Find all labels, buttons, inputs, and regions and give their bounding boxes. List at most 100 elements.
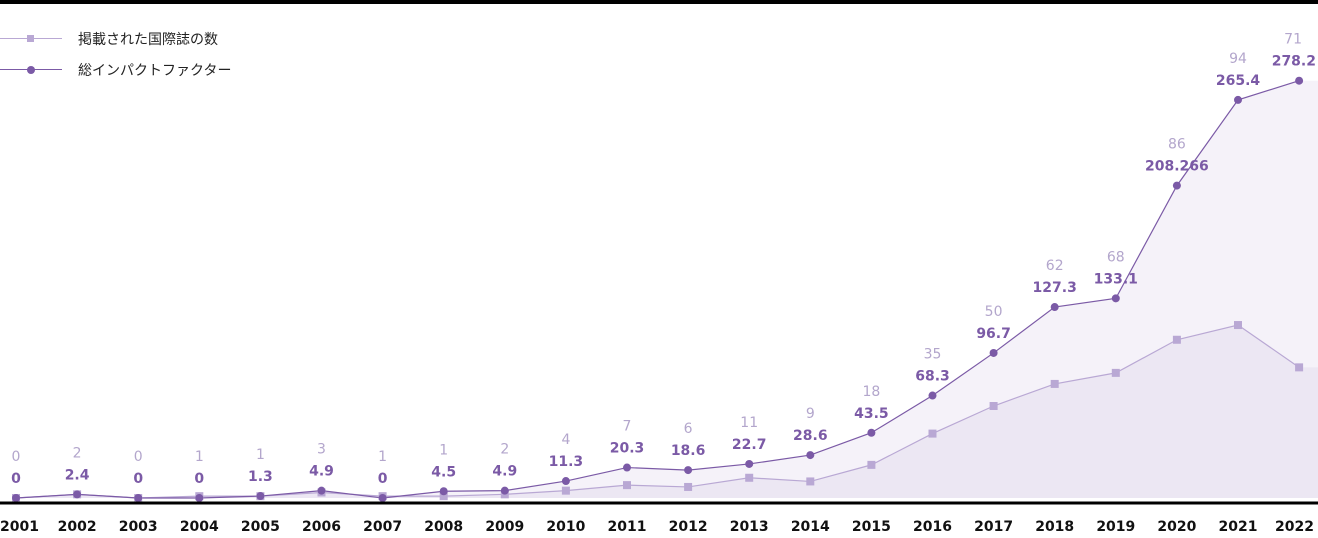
x-tick-label: 2011 [608, 519, 647, 535]
journal-count-point [806, 477, 815, 486]
impact-factor-data-label: 0 [194, 471, 204, 487]
impact-factor-data-label: 68.3 [915, 369, 950, 385]
journal-count-data-label: 1 [439, 442, 448, 458]
impact-factor-data-label: 96.7 [976, 326, 1011, 342]
impact-factor-point [1234, 95, 1242, 104]
journal-count-point [745, 473, 754, 482]
x-tick-label: 2021 [1219, 519, 1258, 535]
impact-factor-data-label: 4.5 [431, 464, 456, 480]
impact-factor-data-label: 43.5 [854, 406, 889, 422]
impact-factor-data-label: 0 [11, 471, 21, 487]
x-tick-label: 2020 [1157, 519, 1196, 535]
journal-count-point [928, 429, 937, 438]
x-tick-label: 2010 [546, 519, 585, 535]
journal-count-data-label: 3 [317, 442, 326, 458]
impact-factor-point [561, 477, 570, 486]
impact-factor-data-label: 278.2 [1272, 54, 1316, 70]
journal-count-data-label: 1 [378, 449, 387, 465]
journal-count-data-label: 68 [1107, 249, 1125, 265]
impact-factor-point [867, 428, 876, 437]
x-tick-label: 2002 [58, 519, 97, 535]
impact-factor-data-label: 4.9 [309, 464, 334, 480]
journal-count-data-label: 0 [12, 449, 21, 465]
impact-factor-point [684, 466, 693, 475]
impact-factor-point [439, 487, 448, 496]
x-tick-label: 2012 [669, 519, 708, 535]
x-tick-label: 2014 [791, 519, 830, 535]
journal-count-point [1234, 321, 1242, 330]
impact-factor-point [378, 494, 387, 502]
impact-factor-data-label: 0 [378, 471, 388, 487]
impact-factor-data-label: 208.266 [1145, 159, 1209, 175]
x-tick-label: 2017 [974, 519, 1013, 535]
x-tick-label: 2009 [485, 519, 524, 535]
journal-count-data-label: 2 [500, 442, 509, 458]
impact-factor-data-label: 20.3 [610, 441, 645, 457]
impact-factor-point [1111, 294, 1120, 303]
journal-count-point [867, 460, 876, 469]
x-tick-label: 2004 [180, 519, 219, 535]
x-tick-label: 2013 [730, 519, 769, 535]
impact-factor-data-label: 11.3 [549, 454, 584, 470]
impact-factor-data-label: 28.6 [793, 428, 828, 444]
journal-count-data-label: 9 [806, 406, 815, 422]
journal-count-point [439, 492, 448, 501]
journal-count-data-label: 0 [134, 449, 143, 465]
journal-count-area [16, 325, 1318, 498]
impact-factor-data-label: 127.3 [1033, 280, 1077, 296]
impact-factor-point [12, 494, 20, 502]
legend-item-journal-count: 掲載された国際誌の数 [0, 28, 300, 50]
journal-count-data-label: 11 [740, 415, 758, 431]
journal-count-point [1295, 363, 1304, 372]
impact-factor-point [623, 463, 631, 472]
impact-factor-point [928, 391, 937, 400]
journal-count-data-label: 50 [985, 304, 1003, 320]
impact-factor-data-label: 265.4 [1216, 73, 1261, 89]
impact-factor-point [745, 459, 754, 468]
impact-factor-point [73, 490, 82, 499]
x-tick-label: 2019 [1096, 519, 1135, 535]
journal-count-point [684, 482, 693, 491]
impact-factor-data-label: 22.7 [732, 437, 767, 453]
journal-count-data-label: 4 [561, 432, 570, 448]
x-tick-label: 2003 [119, 519, 158, 535]
x-tick-label: 2008 [424, 519, 463, 535]
impact-factor-point [500, 486, 509, 495]
journal-count-data-label: 7 [623, 419, 632, 435]
impact-factor-area [16, 80, 1318, 498]
journal-count-data-label: 62 [1046, 258, 1064, 274]
journal-count-point [1172, 335, 1181, 344]
legend-item-impact-factor: 総インパクトファクター [0, 59, 300, 81]
impact-factor-point [256, 492, 265, 501]
impact-factor-data-label: 133.1 [1094, 271, 1138, 287]
journal-count-point [1111, 368, 1120, 377]
impact-factor-data-label: 2.4 [65, 467, 90, 483]
journal-count-point [623, 481, 631, 490]
x-tick-label: 2015 [852, 519, 891, 535]
impact-factor-data-label: 1.3 [248, 469, 273, 485]
journal-count-line [15, 324, 1300, 499]
impact-factor-point [134, 494, 143, 502]
legend-label-impact-factor: 総インパクトファクター [78, 63, 232, 79]
impact-factor-point [1050, 303, 1059, 312]
impact-factor-data-label: 0 [133, 471, 143, 487]
circle-marker-icon [27, 66, 35, 74]
journal-count-data-label: 86 [1168, 137, 1186, 153]
impact-factor-point [806, 451, 815, 460]
x-tick-label: 2007 [363, 519, 402, 535]
x-tick-label: 2006 [302, 519, 341, 535]
x-tick-label: 2018 [1035, 519, 1074, 535]
x-tick-label: 2016 [913, 519, 952, 535]
journal-count-point [989, 402, 998, 410]
legend-label-journal-count: 掲載された国際誌の数 [78, 32, 218, 48]
journal-count-data-label: 71 [1284, 32, 1302, 48]
journal-count-data-label: 1 [256, 447, 265, 463]
impact-factor-point [989, 348, 998, 357]
impact-factor-point [195, 494, 204, 502]
journal-count-data-label: 18 [862, 384, 880, 400]
journal-count-data-label: 2 [73, 445, 82, 461]
x-tick-label: 2005 [241, 519, 280, 535]
journal-count-point [1050, 379, 1059, 388]
impact-factor-line [15, 80, 1300, 499]
